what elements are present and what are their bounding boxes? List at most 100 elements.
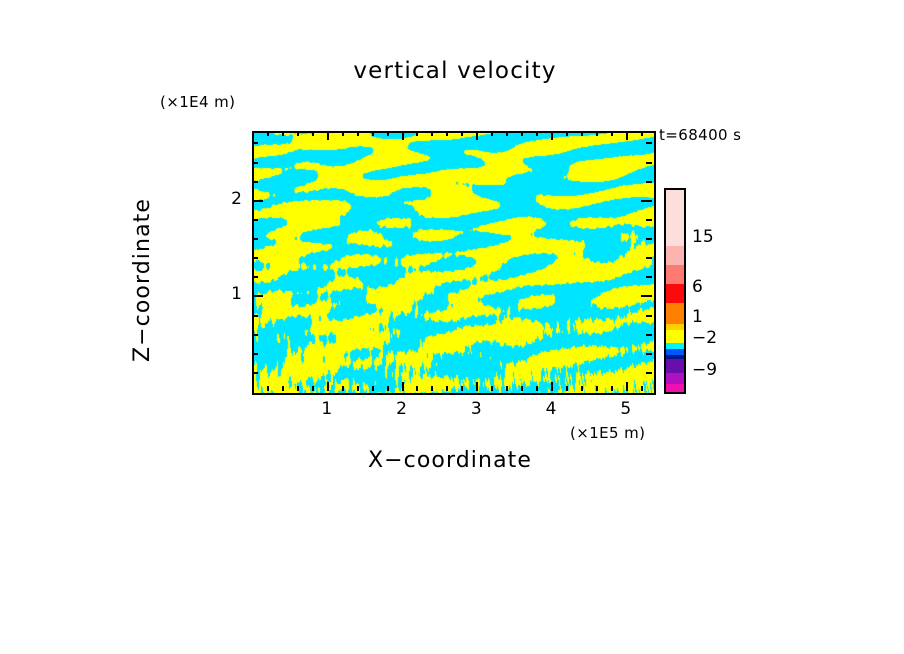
colorbar-band-gold	[666, 324, 684, 330]
x-minor-tick	[312, 386, 314, 391]
x-minor-tick	[521, 131, 523, 136]
x-tick-label: 5	[620, 399, 632, 419]
colorbar-band-red	[666, 284, 684, 303]
x-axis-title: X−coordinate	[367, 448, 533, 473]
x-minor-tick	[491, 386, 493, 391]
y-minor-tick	[646, 372, 652, 374]
x-minor-tick	[461, 386, 463, 391]
x-major-tick	[476, 131, 478, 140]
x-major-tick	[551, 382, 553, 391]
y-major-tick	[641, 295, 652, 297]
y-minor-tick	[252, 142, 258, 144]
x-minor-tick	[611, 386, 613, 391]
x-major-tick	[626, 382, 628, 391]
y-major-tick	[252, 200, 263, 202]
x-axis-unit-label: (×1E5 m)	[570, 424, 646, 442]
x-minor-tick	[596, 386, 598, 391]
x-tick-label: 3	[470, 399, 482, 419]
x-minor-tick	[446, 131, 448, 136]
y-minor-tick	[252, 334, 258, 336]
y-minor-tick	[252, 372, 258, 374]
y-axis-unit-label: (×1E4 m)	[160, 93, 236, 111]
colorbar-band-violet	[666, 373, 684, 384]
colorbar[interactable]	[664, 188, 686, 394]
y-minor-tick	[646, 257, 652, 259]
x-major-tick	[402, 382, 404, 391]
y-minor-tick	[646, 181, 652, 183]
x-minor-tick	[446, 386, 448, 391]
y-major-tick	[641, 200, 652, 202]
x-major-tick	[402, 131, 404, 140]
x-tick-label: 2	[396, 399, 407, 419]
colorbar-band-yellow-2	[666, 337, 684, 343]
x-minor-tick	[581, 131, 583, 136]
timestamp-annotation: t=68400 s	[659, 126, 742, 144]
y-minor-tick	[646, 315, 652, 317]
y-major-tick	[252, 295, 263, 297]
y-minor-tick	[646, 219, 652, 221]
y-minor-tick	[252, 162, 258, 164]
y-minor-tick	[252, 181, 258, 183]
x-minor-tick	[506, 131, 508, 136]
colorbar-band-navy	[666, 355, 684, 359]
colorbar-label: −2	[692, 328, 718, 348]
y-minor-tick	[252, 219, 258, 221]
y-minor-tick	[646, 353, 652, 355]
x-minor-tick	[282, 386, 284, 391]
x-minor-tick	[581, 386, 583, 391]
y-tick-label: 1	[231, 284, 242, 305]
x-tick-label: 1	[321, 399, 333, 419]
x-minor-tick	[431, 131, 433, 136]
x-minor-tick	[267, 131, 269, 136]
contour-field-canvas	[254, 133, 654, 393]
x-minor-tick	[416, 386, 418, 391]
x-minor-tick	[536, 386, 538, 391]
colorbar-band-blue	[666, 349, 684, 355]
colorbar-band-yellow	[666, 330, 684, 337]
colorbar-band-purple	[666, 359, 684, 373]
x-minor-tick	[566, 386, 568, 391]
y-minor-tick	[646, 162, 652, 164]
plot-area[interactable]	[252, 131, 656, 395]
x-minor-tick	[372, 386, 374, 391]
x-tick-label: 4	[545, 399, 557, 419]
x-minor-tick	[536, 131, 538, 136]
colorbar-band-salmon	[666, 265, 684, 284]
colorbar-band-orange	[666, 303, 684, 324]
x-major-tick	[626, 131, 628, 140]
x-minor-tick	[521, 386, 523, 391]
colorbar-label: 6	[692, 277, 703, 297]
x-minor-tick	[641, 386, 643, 391]
page-title: vertical velocity	[353, 58, 557, 84]
y-tick-label: 2	[231, 188, 242, 209]
colorbar-label: 1	[692, 307, 703, 327]
y-minor-tick	[252, 238, 258, 240]
x-minor-tick	[506, 386, 508, 391]
colorbar-band-pale-pink	[666, 190, 684, 246]
x-minor-tick	[491, 131, 493, 136]
x-major-tick	[327, 382, 329, 391]
x-major-tick	[551, 131, 553, 140]
colorbar-band-cyan	[666, 343, 684, 349]
x-minor-tick	[297, 131, 299, 136]
x-minor-tick	[342, 131, 344, 136]
y-minor-tick	[646, 238, 652, 240]
x-minor-tick	[297, 386, 299, 391]
colorbar-band-magenta	[666, 384, 684, 392]
colorbar-label: −9	[692, 360, 718, 380]
x-minor-tick	[267, 386, 269, 391]
x-minor-tick	[566, 131, 568, 136]
x-minor-tick	[596, 131, 598, 136]
x-minor-tick	[372, 131, 374, 136]
x-minor-tick	[611, 131, 613, 136]
x-minor-tick	[387, 386, 389, 391]
y-minor-tick	[252, 257, 258, 259]
x-minor-tick	[282, 131, 284, 136]
y-minor-tick	[252, 315, 258, 317]
x-minor-tick	[641, 131, 643, 136]
y-minor-tick	[252, 353, 258, 355]
y-minor-tick	[646, 276, 652, 278]
x-major-tick	[476, 382, 478, 391]
colorbar-label: 15	[692, 227, 714, 247]
